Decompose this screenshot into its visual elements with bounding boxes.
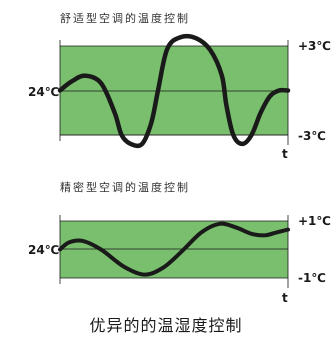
chart-comfort-band — [60, 46, 288, 135]
chart-comfort-series-line — [57, 33, 291, 149]
chart-comfort-tick-upper: +3℃ — [298, 39, 331, 53]
chart-comfort-ylabel: 24℃ — [28, 85, 59, 99]
chart-precision-title: 精密型空调的温度控制 — [60, 180, 190, 194]
figure-caption: 优异的的温湿度控制 — [89, 316, 242, 335]
chart-comfort-tick-lower: -3℃ — [298, 129, 326, 143]
chart-precision-tick-upper: +1℃ — [298, 214, 331, 228]
chart-comfort-xlabel: t — [282, 147, 288, 161]
chart-precision-band — [60, 221, 288, 278]
chart-precision-xlabel: t — [282, 291, 288, 305]
chart-comfort: 舒适型空调的温度控制 24℃ +3℃ -3℃ t — [28, 11, 331, 161]
chart-precision-tick-lower: -1℃ — [298, 271, 326, 285]
chart-comfort-title: 舒适型空调的温度控制 — [60, 11, 190, 25]
chart-precision-series-line — [58, 221, 290, 277]
chart-precision: 精密型空调的温度控制 24℃ +1℃ -1℃ t — [28, 180, 331, 305]
chart-precision-ylabel: 24℃ — [28, 243, 59, 257]
